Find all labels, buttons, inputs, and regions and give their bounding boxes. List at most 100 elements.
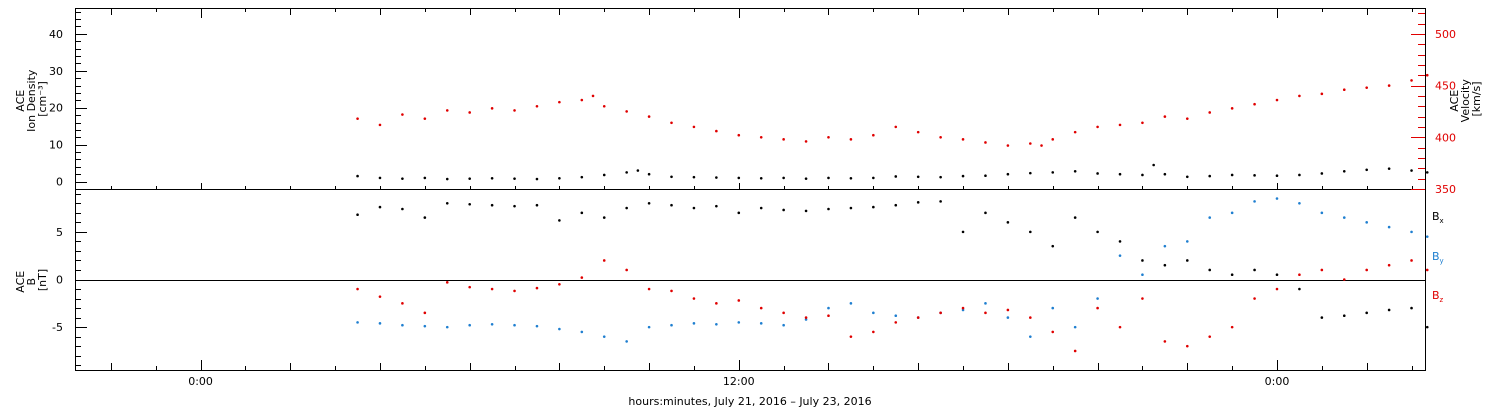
density-point xyxy=(558,176,561,180)
density-tick-label: 40 xyxy=(49,28,63,41)
velocity-point xyxy=(1410,79,1413,82)
bz-point xyxy=(1051,330,1055,334)
bz-point xyxy=(984,311,987,315)
velocity-point xyxy=(1073,130,1077,134)
bx-point xyxy=(715,204,718,208)
bx-point xyxy=(1365,311,1368,315)
bx-point xyxy=(849,206,853,210)
velocity-tick-label: 450 xyxy=(1435,80,1456,93)
density-point xyxy=(625,171,628,174)
density-point xyxy=(692,175,696,179)
bz-point xyxy=(378,295,382,298)
bz-point xyxy=(625,268,628,272)
density-point xyxy=(580,175,584,179)
bx-point xyxy=(961,230,965,234)
density-point xyxy=(647,172,651,176)
density-axis-title: ACE Ion Density [cm⁻³] xyxy=(14,66,49,132)
density-point xyxy=(378,176,382,180)
density-point xyxy=(1185,175,1189,179)
bz-point xyxy=(1230,325,1234,329)
velocity-point xyxy=(591,94,595,98)
bz-point xyxy=(1208,335,1212,338)
velocity-point xyxy=(1040,144,1043,147)
bx-point xyxy=(1163,263,1167,267)
bz-point xyxy=(1298,273,1301,277)
velocity-point xyxy=(1029,142,1032,145)
bz-point xyxy=(1387,263,1391,267)
velocity-point xyxy=(1006,144,1010,147)
velocity-point xyxy=(1185,117,1189,120)
velocity-point xyxy=(984,141,987,144)
bz-point xyxy=(670,289,673,293)
density-title-line-2: Ion Density xyxy=(25,69,38,132)
bx-point xyxy=(916,201,920,204)
density-point xyxy=(782,176,785,180)
bx-point xyxy=(580,211,584,215)
bz-point xyxy=(445,281,449,284)
legend-bx: Bx xyxy=(1432,210,1444,225)
by-point xyxy=(1029,335,1032,338)
bx-point xyxy=(827,207,830,211)
by-point xyxy=(759,322,763,325)
density-point xyxy=(872,176,875,180)
x-tick-label: 0:00 xyxy=(188,375,213,388)
velocity-title-line-2: Velocity xyxy=(1459,79,1472,123)
bx-point xyxy=(1320,316,1324,319)
velocity-point xyxy=(1163,115,1167,118)
bx-point xyxy=(401,207,404,211)
density-point xyxy=(916,175,920,179)
density-point xyxy=(737,176,741,180)
by-point xyxy=(872,311,875,315)
bz-point xyxy=(872,330,875,334)
density-tick-label: 30 xyxy=(49,65,63,78)
bz-point xyxy=(401,302,404,305)
by-point xyxy=(423,324,427,328)
velocity-point xyxy=(1051,138,1055,141)
bx-point xyxy=(490,203,494,207)
velocity-point xyxy=(894,125,898,129)
bx-point xyxy=(1006,221,1010,224)
velocity-point xyxy=(490,107,494,110)
bz-point xyxy=(356,287,359,291)
by-point xyxy=(513,323,516,327)
density-tick-label: 10 xyxy=(49,139,63,152)
by-point xyxy=(1425,235,1429,238)
bz-point xyxy=(535,286,539,290)
bz-point xyxy=(782,311,785,315)
by-point xyxy=(692,322,696,325)
bx-point xyxy=(513,204,516,208)
density-point xyxy=(423,176,427,180)
velocity-point xyxy=(602,104,606,108)
density-point xyxy=(804,177,808,180)
bfield-tick-label: 0 xyxy=(56,274,63,287)
bx-point xyxy=(1342,314,1346,318)
bx-point xyxy=(1208,268,1212,272)
by-point xyxy=(602,335,606,338)
bz-point xyxy=(468,285,471,289)
velocity-point xyxy=(1208,111,1212,114)
bx-point xyxy=(1029,230,1032,234)
density-point xyxy=(1163,172,1167,176)
velocity-point xyxy=(535,104,539,108)
x-axis-title: hours:minutes, July 21, 2016 – July 23, … xyxy=(628,395,871,408)
bz-point xyxy=(1365,268,1368,272)
velocity-point xyxy=(401,113,404,116)
density-point xyxy=(1141,173,1144,177)
density-point xyxy=(468,177,471,180)
by-point xyxy=(535,324,539,328)
velocity-point xyxy=(1141,121,1144,125)
by-point xyxy=(1365,221,1368,224)
velocity-point xyxy=(782,138,785,141)
by-point xyxy=(1096,297,1099,300)
density-point xyxy=(1410,169,1413,172)
velocity-point xyxy=(1275,98,1279,102)
bx-point xyxy=(1275,273,1279,277)
by-point xyxy=(558,327,561,331)
bx-point xyxy=(378,205,382,209)
density-title-line-3: [cm⁻³] xyxy=(36,81,49,117)
velocity-point xyxy=(1342,88,1346,92)
velocity-point xyxy=(715,129,718,133)
bx-point xyxy=(1425,325,1429,329)
bz-point xyxy=(490,287,494,291)
